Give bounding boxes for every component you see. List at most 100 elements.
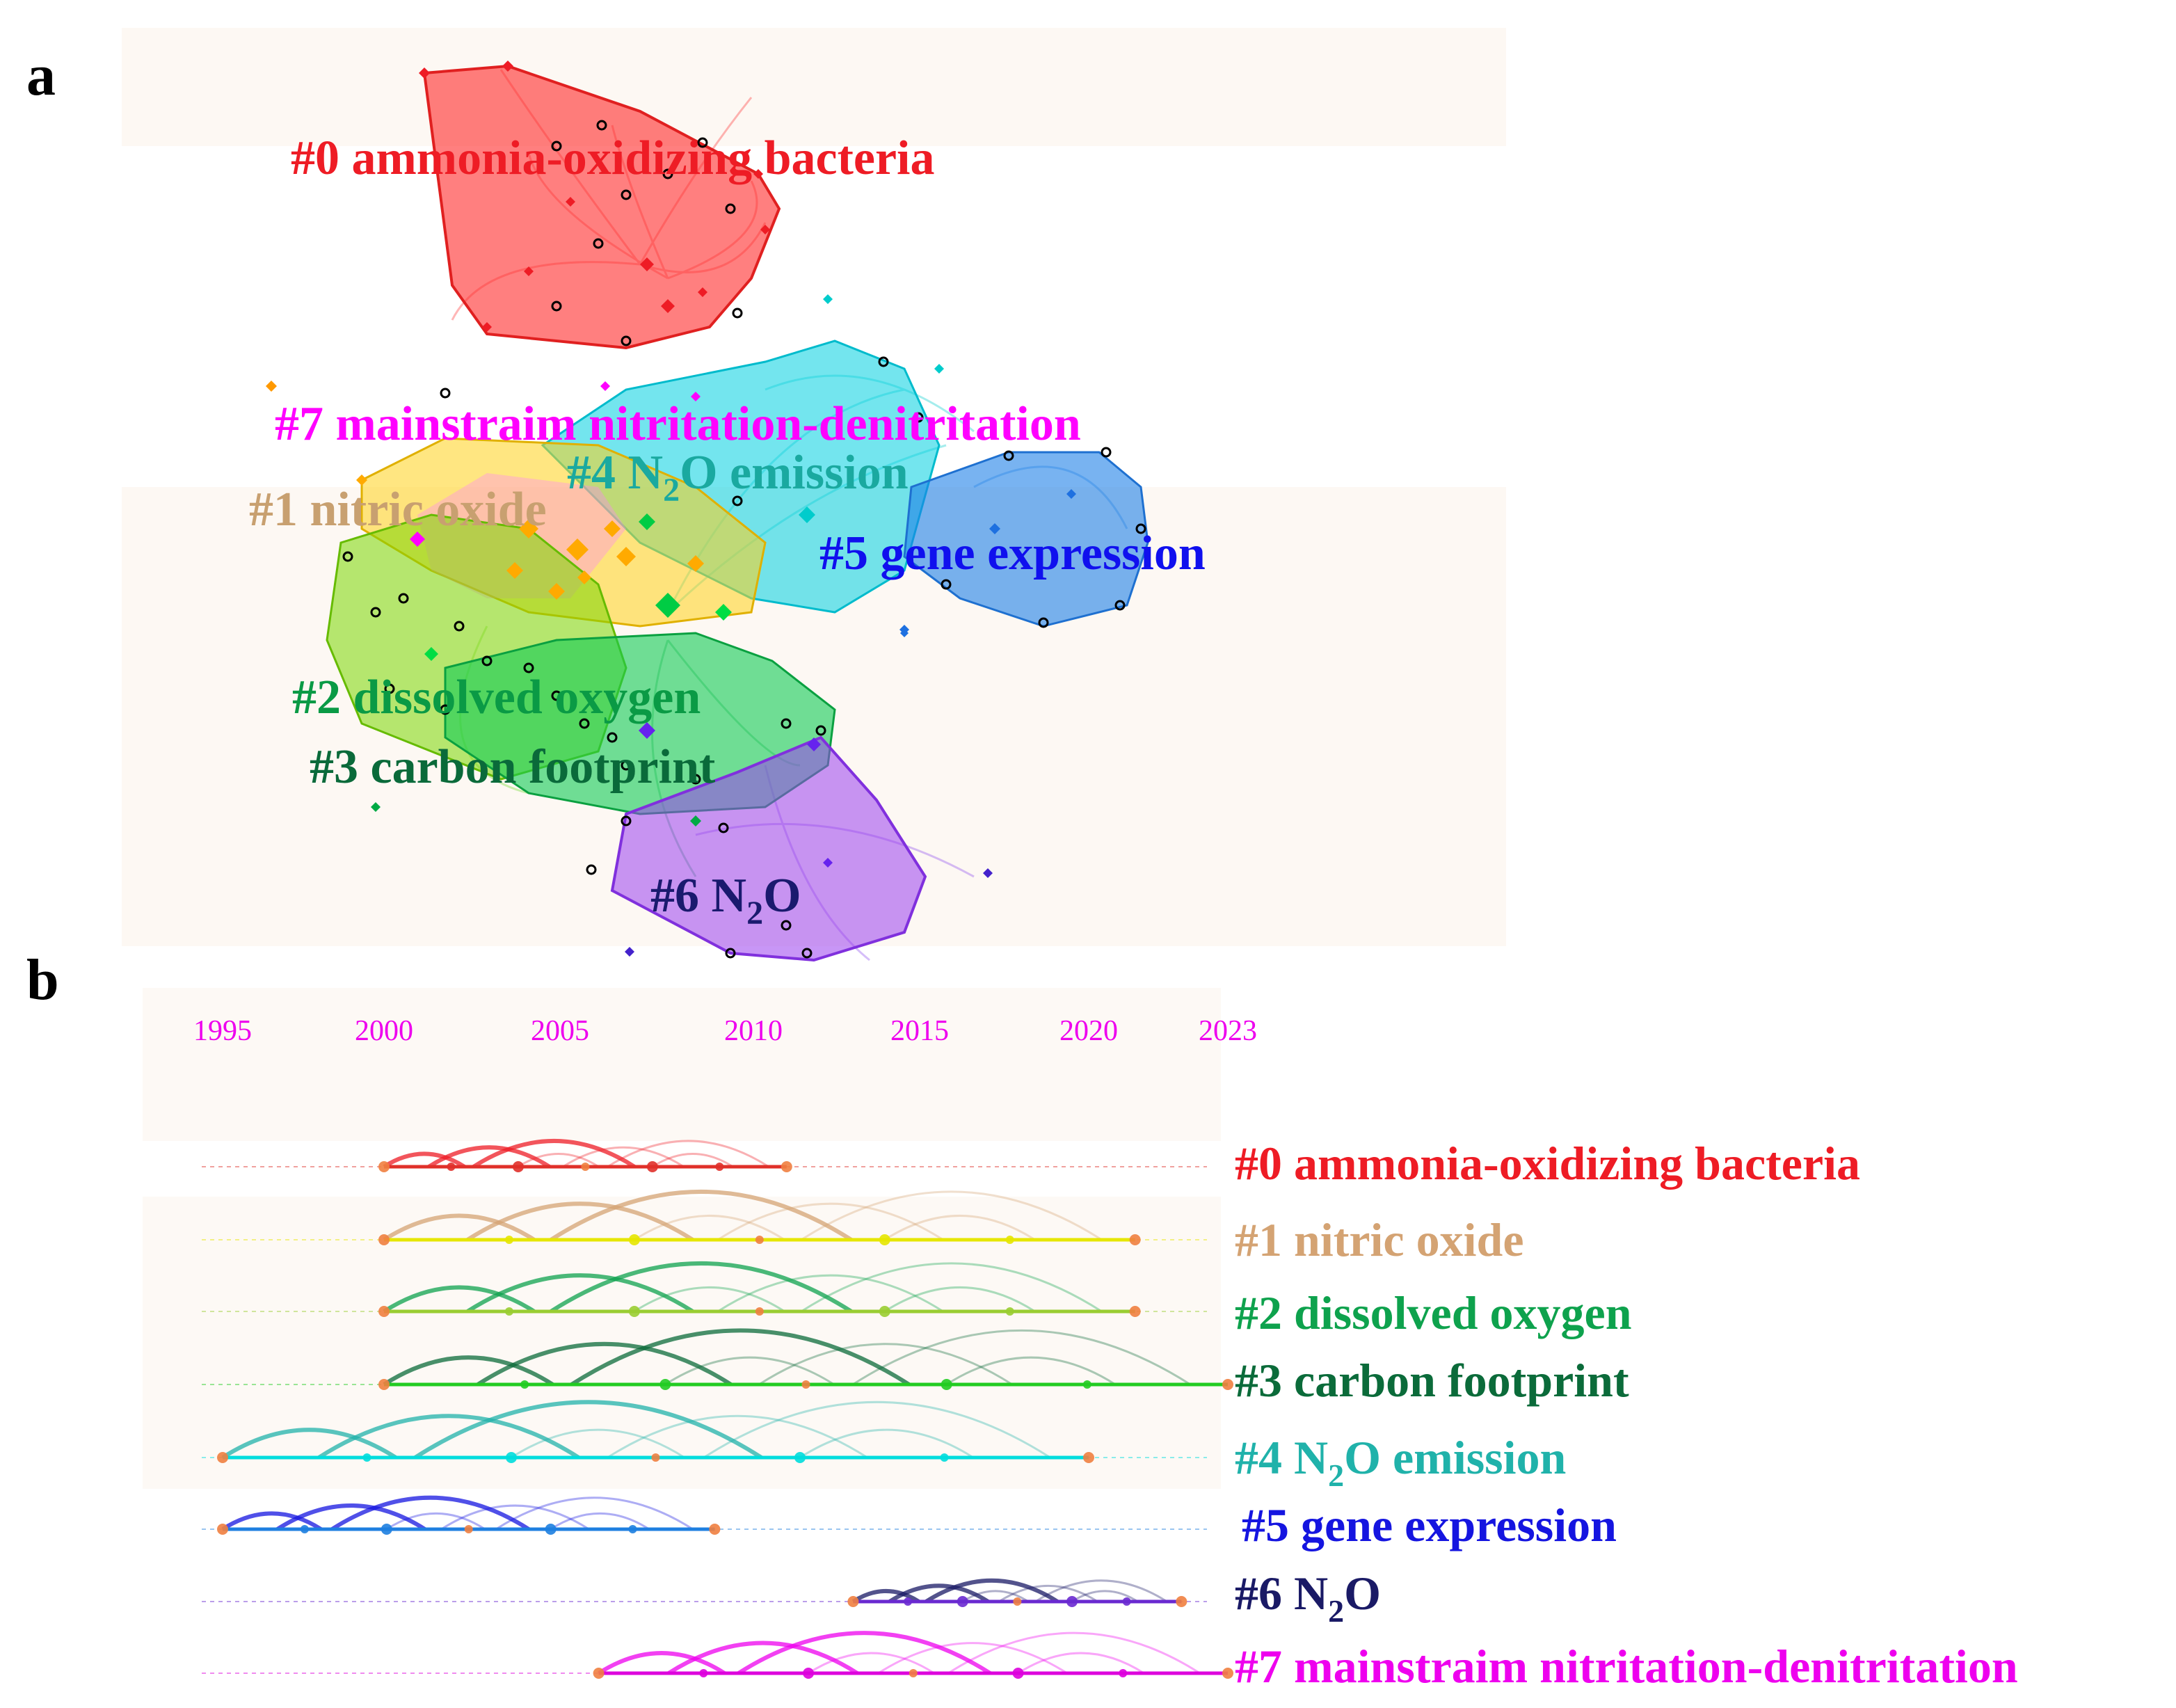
network-node [900, 629, 909, 637]
network-node [989, 523, 1000, 534]
timeline-node [1129, 1306, 1141, 1317]
timeline-node [1122, 1597, 1131, 1606]
timeline-arc [801, 1262, 1103, 1313]
timeline-arc [495, 1497, 694, 1531]
timeline-arcs [221, 1139, 1201, 1675]
network-node [732, 308, 743, 319]
network-node [371, 802, 381, 812]
network-node [878, 356, 889, 367]
network-node [823, 294, 833, 304]
timeline-node [581, 1163, 590, 1171]
timeline-arc [717, 1274, 944, 1313]
timeline-node [709, 1524, 721, 1535]
timeline-node [217, 1452, 228, 1463]
network-node [690, 774, 701, 785]
network-node [1135, 523, 1146, 534]
cluster-labels: #0 ammonia-oxidizing bacteria #7 mainstr… [249, 131, 1206, 932]
timeline-label-1: #1 nitric oxide [1235, 1213, 1524, 1266]
timeline-arc [703, 1400, 1051, 1459]
timeline-node [1083, 1452, 1094, 1463]
network-node [370, 607, 381, 618]
network-node [815, 725, 826, 736]
network-nodes [266, 61, 1146, 959]
timeline-arc [317, 1414, 580, 1460]
timeline-arc [385, 1512, 486, 1531]
network-node [625, 947, 634, 957]
timeline-arc [1034, 1579, 1168, 1603]
timeline-label-0: #0 ammonia-oxidizing bacteria [1235, 1137, 1860, 1190]
timeline-node [217, 1524, 228, 1535]
network-node [482, 322, 492, 332]
timeline-node [1005, 1307, 1014, 1316]
timeline-arc [1017, 1652, 1145, 1675]
timeline-node [1012, 1668, 1024, 1679]
network-node [697, 137, 708, 148]
timeline-arc [664, 1356, 835, 1386]
timeline-arc [851, 1589, 920, 1604]
timeline-node [381, 1524, 392, 1535]
network-node [502, 61, 513, 72]
timeline-arc [607, 1414, 868, 1459]
network-node [1003, 450, 1014, 461]
network-node [913, 412, 924, 423]
cluster-label-2: #2 dissolved oxygen [292, 671, 701, 724]
panel-b-letter: b [26, 948, 59, 1012]
network-node [687, 555, 704, 572]
network-node [596, 120, 607, 131]
cluster-label-3: #3 carbon footprint [310, 740, 715, 794]
timeline-label-6: #6 N2O [1235, 1567, 1381, 1629]
timeline-node [362, 1453, 371, 1462]
timeline-node [1222, 1668, 1233, 1679]
network-node [1038, 617, 1049, 628]
hull-cluster-6 [610, 735, 927, 962]
timeline-node [300, 1525, 309, 1533]
timeline-node [847, 1596, 859, 1607]
timeline-arc [607, 1140, 769, 1168]
timeline-node [781, 1161, 792, 1172]
timeline-arc [883, 1286, 1036, 1313]
timeline-node [378, 1161, 390, 1172]
timeline-node [651, 1453, 660, 1462]
timeline-arc [562, 1146, 685, 1168]
timeline-node [755, 1307, 764, 1316]
timeline-label-4: #4 N2O emission [1235, 1431, 1566, 1493]
timeline-node [1013, 1597, 1022, 1606]
network-node [577, 570, 591, 584]
timeline-arc [330, 1495, 530, 1531]
timeline-arc [221, 1428, 397, 1460]
network-node [551, 301, 562, 312]
network-node [941, 579, 952, 590]
network-node [523, 662, 534, 673]
timeline-arc [570, 1328, 911, 1387]
network-node [524, 266, 534, 276]
timeline-node [628, 1306, 640, 1317]
network-node [690, 815, 701, 827]
timeline-node [801, 1380, 810, 1389]
network-node [661, 299, 675, 313]
timeline-node [715, 1163, 724, 1171]
timeline-arc [808, 1652, 935, 1675]
timeline-arc [221, 1511, 323, 1531]
timeline-arc [758, 1343, 1013, 1386]
cluster-label-0: #0 ammonia-oxidizing bacteria [291, 131, 934, 185]
timeline-node [628, 1234, 640, 1245]
network-node [519, 519, 538, 538]
network-node [715, 604, 732, 621]
network-node [440, 704, 451, 715]
network-node [506, 562, 523, 579]
year-tick-label: 1995 [193, 1015, 252, 1047]
network-node [621, 189, 632, 200]
network-node [640, 257, 654, 271]
timeline-arc [383, 1213, 536, 1242]
timeline-node [794, 1452, 806, 1463]
network-node [593, 238, 604, 249]
timeline-node [803, 1668, 815, 1679]
network-node [799, 506, 815, 523]
timeline-arc [550, 1512, 650, 1531]
timeline-node [464, 1525, 473, 1533]
network-node [551, 141, 562, 152]
network-node [691, 392, 701, 401]
network-node [440, 388, 451, 399]
timeline-node [593, 1668, 605, 1679]
network-node [266, 381, 277, 392]
